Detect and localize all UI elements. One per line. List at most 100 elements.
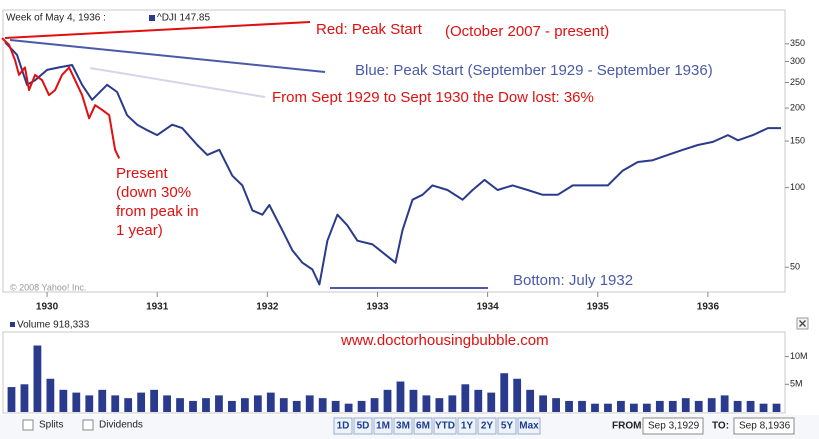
volume-bar — [189, 400, 197, 412]
site-label: www.doctorhousingbubble.com — [340, 332, 549, 349]
volume-bar — [124, 398, 133, 412]
volume-bar — [629, 403, 638, 412]
x-tick-label: 1932 — [256, 302, 279, 313]
range-button[interactable]: 1M — [373, 417, 393, 435]
volume-bar — [111, 395, 120, 412]
x-tick-label: 1936 — [697, 302, 720, 313]
volume-bar — [720, 395, 729, 412]
volume-bar — [98, 389, 107, 412]
from-value: Sep 3,1929 — [648, 421, 700, 432]
range-button[interactable]: YTD — [433, 417, 457, 435]
range-button[interactable]: 3M — [393, 417, 413, 435]
range-button-box — [517, 417, 541, 435]
x-tick-label: 1930 — [36, 302, 59, 313]
volume-bar — [617, 400, 625, 412]
splits-checkbox[interactable] — [22, 419, 34, 431]
volume-bar — [370, 398, 379, 412]
symbol-swatch — [149, 15, 155, 21]
to-label: TO: — [712, 421, 729, 432]
volume-bar — [150, 389, 159, 412]
blue-annotation-line — [9, 39, 326, 73]
volume-bar — [266, 392, 275, 412]
series-line — [4, 41, 781, 286]
range-button[interactable]: Max — [517, 417, 541, 435]
volume-bar — [681, 398, 690, 412]
x-tick-label: 1934 — [476, 302, 499, 313]
range-button[interactable]: 1Y — [457, 417, 477, 435]
range-button-box — [373, 417, 393, 435]
volume-bar — [591, 403, 599, 412]
volume-bar — [253, 395, 262, 412]
y-tick-label: 350 — [790, 38, 805, 48]
volume-bar — [318, 398, 327, 412]
volume-bar — [565, 400, 573, 412]
range-button[interactable]: 6M — [413, 417, 433, 435]
volume-bar — [292, 400, 301, 412]
range-button[interactable]: 5Y — [497, 417, 517, 435]
y-tick-label: 50 — [790, 262, 800, 272]
volume-bar — [642, 403, 651, 412]
volume-bar — [513, 378, 522, 412]
y-tick-label: 250 — [790, 77, 805, 87]
from-label: FROM: — [612, 421, 645, 432]
annotation: 1 year) — [116, 222, 163, 239]
range-button-box — [353, 417, 373, 435]
range-button[interactable]: 1D — [333, 417, 353, 435]
volume-bar — [33, 345, 42, 412]
volume-bar — [539, 395, 548, 412]
volume-frame — [2, 331, 786, 414]
range-button-label: 1M — [376, 421, 390, 432]
volume-bar — [176, 398, 184, 412]
range-button-label: 3M — [396, 421, 410, 432]
range-button-box — [413, 417, 433, 435]
volume-bar — [694, 400, 703, 412]
volume-y-tick-label: 5M — [790, 379, 803, 389]
range-button[interactable]: 5D — [353, 417, 373, 435]
y-tick-label: 300 — [790, 56, 805, 66]
volume-bar — [20, 384, 29, 412]
close-volume[interactable] — [796, 317, 809, 330]
volume-bar — [578, 400, 586, 412]
annotation: Red: Peak Start — [316, 21, 423, 38]
symbol-label: ^DJI 147.85 — [157, 13, 210, 24]
to-input[interactable] — [733, 417, 795, 435]
range-button-box — [477, 417, 497, 435]
annotation: Bottom: July 1932 — [513, 272, 633, 289]
range-button-label: YTD — [435, 421, 455, 432]
range-button-box — [333, 417, 353, 435]
volume-bar — [279, 398, 288, 412]
volume-bar — [228, 400, 236, 412]
range-button[interactable]: 2Y — [477, 417, 497, 435]
volume-bar — [707, 398, 716, 412]
range-button-box — [433, 417, 457, 435]
annotation: From Sept 1929 to Sept 1930 the Dow lost… — [272, 89, 594, 106]
volume-bar — [746, 400, 755, 412]
header: Week of May 4, 1936 : — [6, 13, 106, 24]
volume-bar — [344, 403, 353, 412]
volume-bar — [202, 398, 210, 412]
splits-label: Splits — [39, 420, 63, 431]
volume-bar — [305, 395, 314, 412]
x-tick-label: 1935 — [587, 302, 610, 313]
range-button-label: Max — [519, 421, 539, 432]
dividends-checkbox[interactable] — [82, 419, 94, 431]
from-input[interactable] — [642, 417, 704, 435]
volume-bar — [487, 392, 496, 412]
volume-label: Volume 918,333 — [17, 320, 90, 331]
range-button-label: 1Y — [461, 421, 474, 432]
range-button-label: 1D — [337, 421, 350, 432]
x-tick-label: 1933 — [366, 302, 389, 313]
annotation: (down 30% — [116, 184, 191, 201]
y-tick-label: 150 — [790, 135, 805, 145]
volume-bar — [137, 392, 146, 412]
volume-bar — [59, 389, 68, 412]
range-button-label: 6M — [416, 421, 430, 432]
loss-annotation-line — [89, 67, 266, 98]
to-value: Sep 8,1936 — [739, 421, 791, 432]
volume-y-tick-label: 10M — [790, 351, 808, 361]
volume-bar — [604, 403, 612, 412]
dividends-label: Dividends — [99, 420, 143, 431]
series-line — [1, 37, 121, 159]
volume-bar — [668, 400, 677, 412]
